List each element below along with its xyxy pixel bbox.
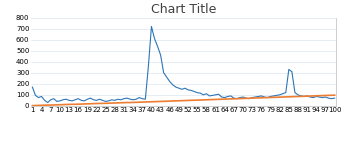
- Minute: [333, 94, 337, 96]
- Minute: [317, 95, 321, 97]
- Minute: [88, 103, 93, 105]
- Tweets: [333, 97, 337, 99]
- Minute: [308, 95, 312, 97]
- Minute: [211, 99, 215, 100]
- Tweets: [323, 96, 328, 98]
- Tweets: [192, 91, 196, 92]
- Title: Chart Title: Chart Title: [151, 4, 216, 16]
- Line: Tweets: Tweets: [32, 26, 335, 103]
- Minute: [186, 100, 190, 101]
- Tweets: [30, 86, 34, 88]
- Tweets: [46, 102, 50, 103]
- Tweets: [104, 101, 108, 102]
- Tweets: [150, 26, 154, 27]
- Legend: Tweets, Minute: Tweets, Minute: [130, 145, 237, 147]
- Line: Minute: Minute: [32, 95, 335, 106]
- Tweets: [216, 93, 221, 95]
- Tweets: [91, 99, 95, 101]
- Tweets: [314, 96, 318, 97]
- Minute: [30, 105, 34, 106]
- Minute: [100, 103, 105, 104]
